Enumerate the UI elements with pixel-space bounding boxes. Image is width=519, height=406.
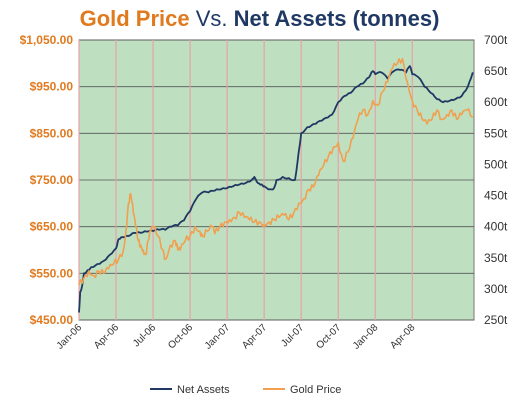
- x-tick-label: Jul-06: [131, 322, 158, 349]
- y-left-tick-label: $650.00: [30, 220, 74, 234]
- y-left-tick-label: $750.00: [30, 173, 74, 187]
- y-left-tick-label: $850.00: [30, 126, 74, 140]
- y-left-tick-label: $450.00: [30, 313, 74, 327]
- y-left-tick-label: $950.00: [30, 80, 74, 94]
- x-tick-label: Jan-07: [203, 322, 233, 352]
- y-right-tick-label: 400t: [484, 220, 508, 234]
- chart-title: Gold Price Vs. Net Assets (tonnes): [0, 6, 519, 32]
- y-right-tick-label: 550t: [484, 126, 508, 140]
- y-right-tick-label: 350t: [484, 251, 508, 265]
- title-gold-price: Gold Price: [79, 6, 190, 31]
- y-left-tick-label: $550.00: [30, 266, 74, 280]
- y-right-tick-label: 500t: [484, 157, 508, 171]
- y-right-tick-label: 650t: [484, 64, 508, 78]
- x-tick-label: Jul-07: [279, 322, 306, 349]
- y-right-tick-label: 250t: [484, 313, 508, 327]
- series-group: [78, 57, 474, 313]
- y-right-tick-label: 450t: [484, 189, 508, 203]
- legend-label: Net Assets: [177, 384, 230, 396]
- y-right-tick-label: 300t: [484, 282, 508, 296]
- y-right-tick-label: 600t: [484, 95, 508, 109]
- x-tick-label: Apr-07: [240, 322, 269, 351]
- x-tick-label: Apr-06: [92, 322, 121, 351]
- title-vs: Vs.: [189, 6, 234, 31]
- legend: Net Assets Gold Price: [150, 384, 341, 396]
- gold-price-line: [78, 57, 474, 286]
- x-tick-label: Oct-06: [166, 322, 195, 351]
- y-left-tick-label: $1,050.00: [20, 33, 74, 47]
- x-tick-label: Apr-08: [388, 322, 417, 351]
- x-tick-label: Jan-08: [351, 322, 381, 352]
- x-tick-label: Oct-07: [314, 322, 343, 351]
- grid: [78, 39, 474, 321]
- legend-label: Gold Price: [290, 384, 341, 396]
- y-right-tick-label: 700t: [484, 33, 508, 47]
- title-net-assets: Net Assets (tonnes): [233, 6, 440, 31]
